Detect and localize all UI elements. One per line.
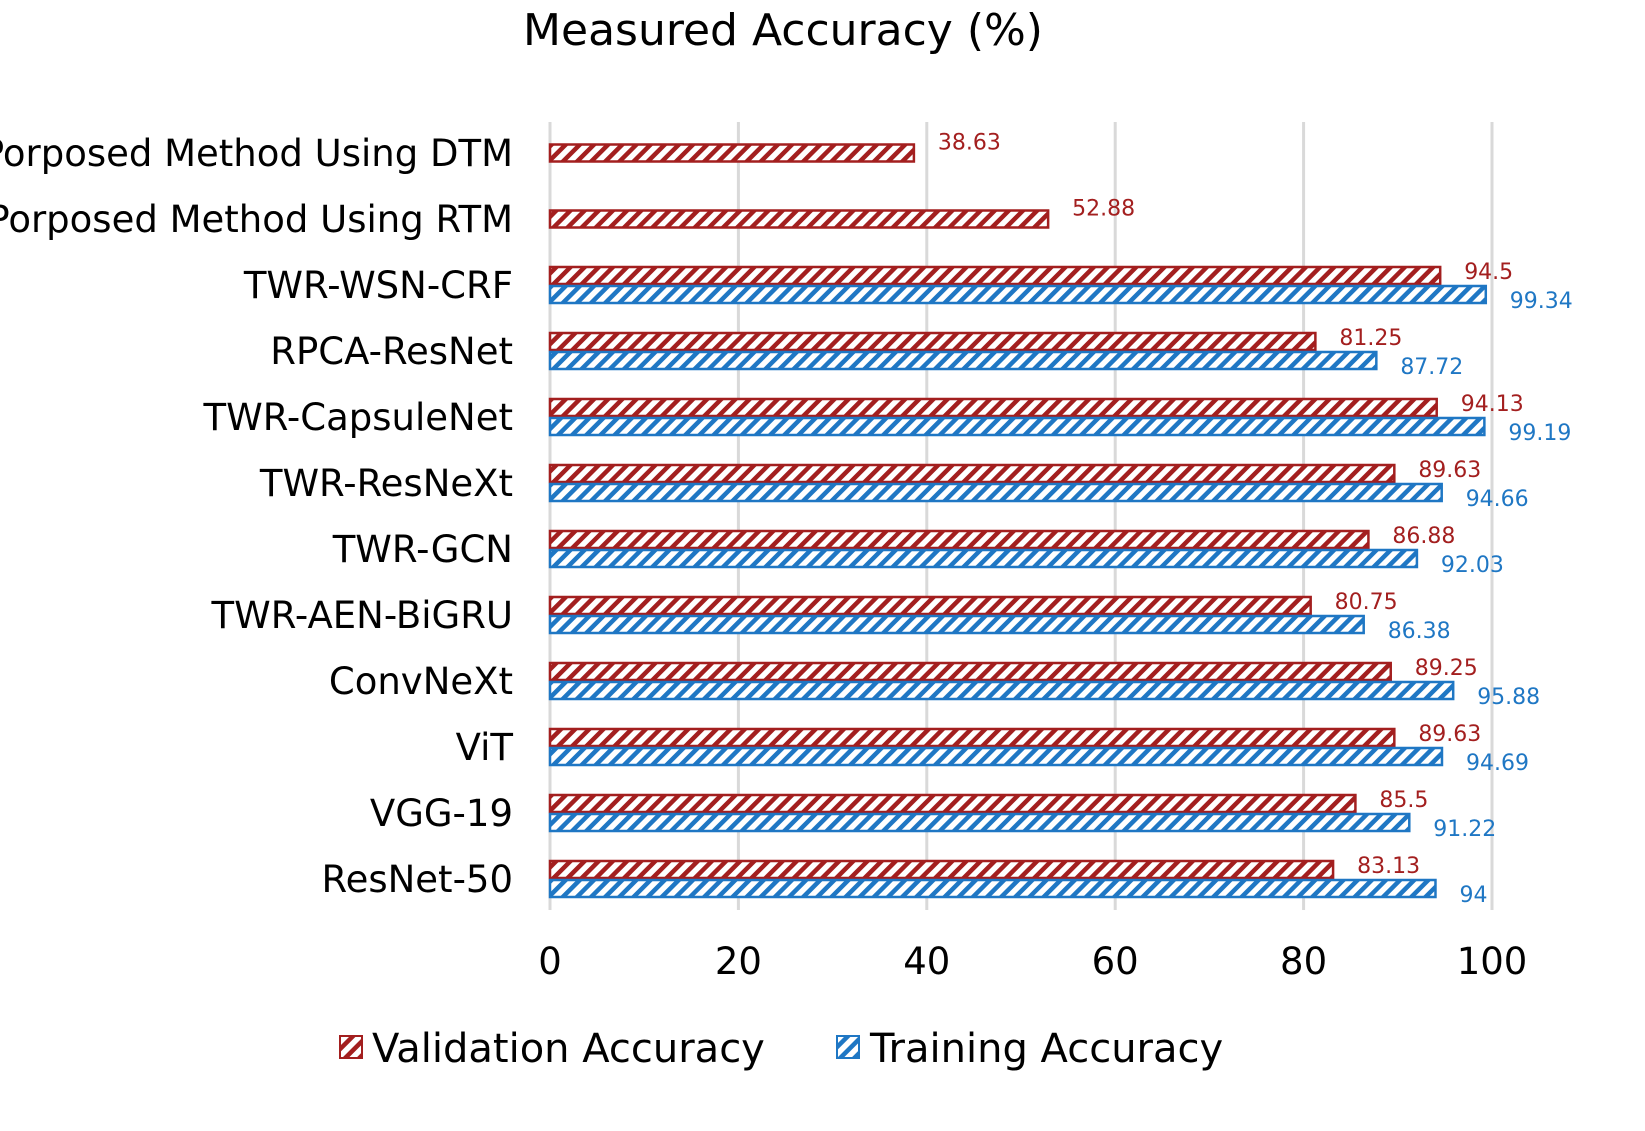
legend-swatch-validation bbox=[339, 1035, 363, 1059]
x-tick-60: 60 bbox=[1092, 940, 1139, 983]
bar-validation bbox=[548, 661, 1392, 682]
bar-training bbox=[548, 878, 1437, 899]
category-label: ConvNeXt bbox=[329, 660, 513, 703]
data-label-validation: 85.5 bbox=[1379, 788, 1428, 813]
bars bbox=[548, 143, 1488, 899]
category-label: Porposed Method Using DTM bbox=[0, 132, 513, 175]
category-label: RPCA-ResNet bbox=[270, 330, 513, 373]
data-label-training: 87.72 bbox=[1400, 355, 1463, 380]
category-label: ResNet-50 bbox=[322, 858, 513, 901]
data-label-training: 91.22 bbox=[1433, 817, 1496, 842]
legend-swatch-training bbox=[836, 1035, 860, 1059]
bar-training bbox=[548, 812, 1411, 833]
bar-training bbox=[548, 680, 1455, 701]
x-axis-tick-labels: 0 20 40 60 80 100 bbox=[538, 940, 1527, 983]
data-label-validation: 83.13 bbox=[1357, 854, 1420, 879]
x-tick-20: 20 bbox=[715, 940, 762, 983]
bar-training bbox=[548, 746, 1444, 767]
x-tick-40: 40 bbox=[903, 940, 950, 983]
bar-training bbox=[548, 548, 1419, 569]
bar-validation bbox=[548, 397, 1438, 418]
legend-item-validation[interactable]: Validation Accuracy bbox=[339, 1026, 765, 1072]
legend-label-training: Training Accuracy bbox=[869, 1026, 1223, 1072]
x-tick-100: 100 bbox=[1457, 940, 1528, 983]
category-label: TWR-CapsuleNet bbox=[203, 396, 513, 439]
bar-training bbox=[548, 416, 1486, 437]
category-label: ViT bbox=[456, 726, 514, 769]
bar-validation bbox=[548, 793, 1357, 814]
data-label-validation: 86.88 bbox=[1392, 524, 1455, 549]
legend: Validation Accuracy Training Accuracy bbox=[339, 1026, 1223, 1072]
bar-validation bbox=[548, 727, 1396, 748]
category-label: Porposed Method Using RTM bbox=[0, 198, 513, 241]
grid-lines bbox=[548, 122, 1494, 910]
bar-validation bbox=[548, 463, 1396, 484]
data-label-validation: 94.5 bbox=[1464, 260, 1513, 285]
bar-validation bbox=[548, 595, 1312, 616]
x-tick-80: 80 bbox=[1280, 940, 1327, 983]
bar-training bbox=[548, 482, 1443, 503]
x-tick-0: 0 bbox=[538, 940, 562, 983]
data-label-training: 92.03 bbox=[1441, 553, 1504, 578]
bar-validation bbox=[548, 265, 1442, 286]
data-label-validation: 38.63 bbox=[938, 131, 1001, 156]
category-labels: Porposed Method Using DTM Porposed Method… bbox=[0, 132, 513, 901]
data-label-validation: 81.25 bbox=[1339, 326, 1402, 351]
data-label-training: 99.19 bbox=[1508, 421, 1571, 446]
category-label: TWR-AEN-BiGRU bbox=[211, 594, 513, 637]
bar-training bbox=[548, 350, 1378, 371]
data-label-validation: 94.13 bbox=[1461, 392, 1524, 417]
data-label-training: 99.34 bbox=[1510, 289, 1573, 314]
category-label: TWR-ResNeXt bbox=[259, 462, 513, 505]
data-label-training: 95.88 bbox=[1477, 685, 1540, 710]
category-label: VGG-19 bbox=[370, 792, 513, 835]
data-label-validation: 89.25 bbox=[1415, 656, 1478, 681]
data-label-training: 94.66 bbox=[1466, 487, 1529, 512]
legend-label-validation: Validation Accuracy bbox=[372, 1026, 765, 1072]
data-label-validation: 80.75 bbox=[1335, 590, 1398, 615]
bar-validation bbox=[548, 209, 1050, 229]
data-label-training: 94.69 bbox=[1466, 751, 1529, 776]
bar-training bbox=[548, 614, 1365, 635]
data-label-validation: 52.88 bbox=[1072, 197, 1135, 222]
data-label-validation: 89.63 bbox=[1418, 458, 1481, 483]
data-label-training: 86.38 bbox=[1388, 619, 1451, 644]
data-labels: 38.63 52.88 94.5 99.34 81.25 87.72 94.13 99.19 8… bbox=[938, 131, 1573, 909]
category-label: TWR-GCN bbox=[332, 528, 513, 571]
bar-validation bbox=[548, 529, 1370, 550]
chart-title: Measured Accuracy (%) bbox=[523, 5, 1043, 56]
legend-item-training[interactable]: Training Accuracy bbox=[836, 1026, 1223, 1072]
category-label: TWR-WSN-CRF bbox=[243, 264, 513, 307]
bar-validation bbox=[548, 859, 1335, 880]
bar-training bbox=[548, 284, 1488, 305]
data-label-training: 94 bbox=[1459, 883, 1487, 908]
bar-validation bbox=[548, 143, 916, 163]
bar-validation bbox=[548, 331, 1317, 352]
data-label-validation: 89.63 bbox=[1418, 722, 1481, 747]
